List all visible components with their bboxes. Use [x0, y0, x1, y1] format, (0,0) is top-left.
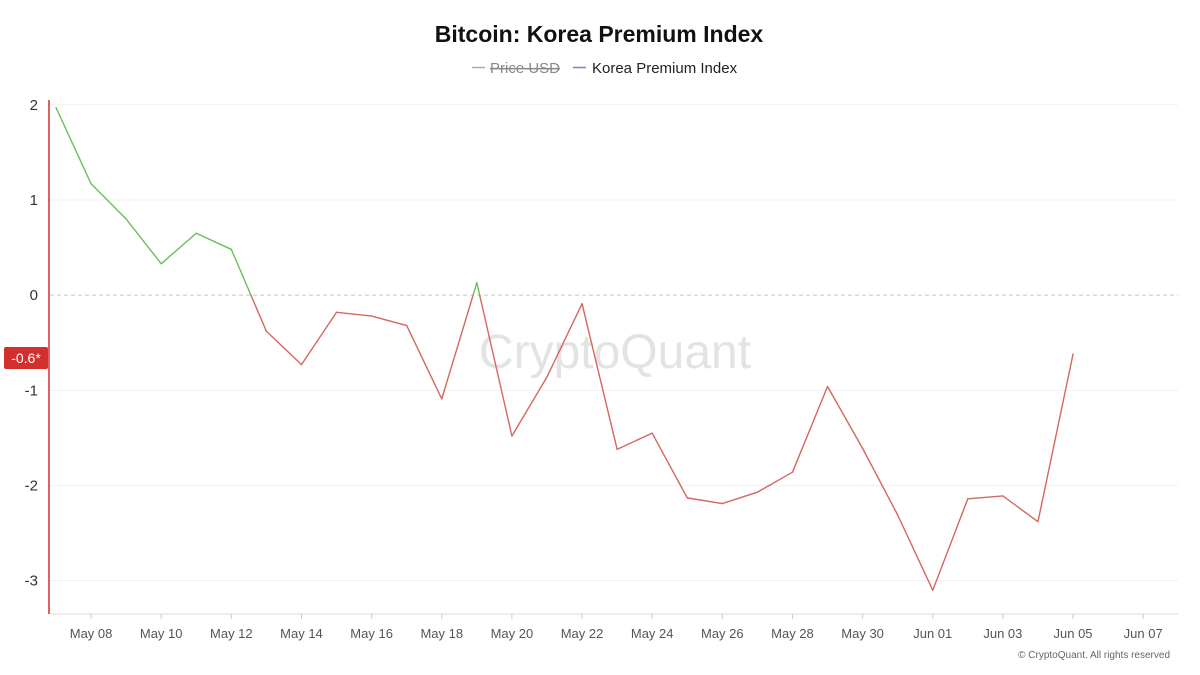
line-segment [478, 294, 513, 437]
x-axis: May 08 May 10 May 12 May 14 May 16 May 18 May … [50, 613, 1178, 641]
current-value-badge-text: -0.6* [11, 350, 41, 366]
y-tick-label: 0 [30, 287, 38, 304]
chart-title: Bitcoin: Korea Premium Index [435, 21, 764, 47]
watermark: CryptoQuant [479, 326, 751, 379]
line-segment [581, 302, 618, 451]
line-segment [406, 324, 443, 400]
x-tick-label: May 20 [491, 626, 534, 641]
line-segment [756, 471, 794, 493]
x-tick-label: May 16 [350, 626, 393, 641]
x-tick-label: May 10 [140, 626, 183, 641]
x-tick-label: May 08 [70, 626, 113, 641]
line-segment [721, 491, 759, 505]
legend-label-price-usd: Price USD [490, 60, 560, 77]
y-tick-label: 2 [30, 97, 38, 114]
line-segment [791, 385, 829, 473]
x-tick-label: Jun 01 [913, 626, 952, 641]
line-segment [826, 385, 864, 450]
line-segment [265, 330, 303, 366]
line-segment [195, 232, 233, 251]
current-value-badge: -0.6* [4, 347, 48, 369]
grid [50, 104, 1178, 582]
y-tick-label: 1 [30, 192, 38, 209]
line-segment [616, 432, 653, 451]
line-segment [861, 447, 899, 516]
line-segment [160, 232, 197, 265]
series-korea-premium-index [55, 106, 1074, 591]
line-segment [472, 282, 478, 296]
line-segment [335, 311, 373, 317]
line-segment [370, 315, 408, 327]
current-value-badge-bg [4, 347, 48, 369]
line-segment [1002, 495, 1039, 523]
x-tick-label: Jun 07 [1124, 626, 1163, 641]
x-tick-label: May 18 [420, 626, 463, 641]
line-segment [1037, 353, 1074, 523]
y-axis: 2 1 0 -1 -2 -3 [25, 97, 38, 590]
y-tick-label: -2 [25, 478, 38, 495]
legend-label-korea-premium-index: Korea Premium Index [592, 60, 738, 77]
line-segment [125, 218, 162, 265]
line-segment [441, 294, 474, 400]
x-tick-label: May 24 [631, 626, 674, 641]
x-tick-label: May 12 [210, 626, 253, 641]
line-segment [651, 432, 688, 499]
line-segment [300, 311, 338, 366]
x-tick-label: May 28 [771, 626, 814, 641]
line-segment [967, 495, 1004, 500]
x-tick-label: May 22 [561, 626, 604, 641]
y-tick-label: -3 [25, 573, 38, 590]
line-segment [90, 183, 127, 220]
x-tick-label: May 26 [701, 626, 744, 641]
copyright: © CryptoQuant. All rights reserved [1018, 650, 1170, 661]
line-segment [896, 514, 934, 591]
line-segment [250, 294, 268, 332]
x-tick-label: May 14 [280, 626, 323, 641]
line-segment [230, 248, 252, 296]
line-segment [476, 282, 481, 296]
line-segment [546, 302, 583, 378]
x-tick-label: Jun 05 [1054, 626, 1093, 641]
line-segment [511, 376, 548, 437]
x-tick-label: Jun 03 [983, 626, 1022, 641]
line-segment [55, 106, 92, 185]
legend-item-korea-premium-index[interactable]: Korea Premium Index [573, 60, 738, 77]
line-segment [686, 497, 724, 505]
legend: Price USD Korea Premium Index [472, 60, 738, 77]
line-segment [932, 498, 969, 591]
legend-item-price-usd[interactable]: Price USD [472, 60, 560, 77]
y-tick-label: -1 [25, 382, 38, 399]
x-tick-label: May 30 [841, 626, 884, 641]
